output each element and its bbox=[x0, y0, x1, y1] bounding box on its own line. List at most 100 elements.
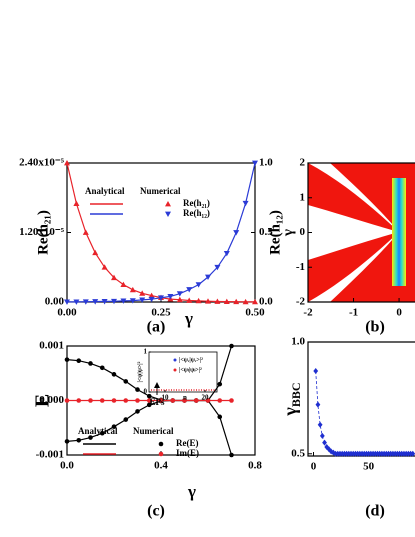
marker bbox=[111, 274, 117, 281]
marker bbox=[319, 432, 325, 439]
marker bbox=[205, 398, 211, 403]
marker bbox=[217, 381, 223, 387]
x-tick-label: 0 bbox=[396, 307, 402, 319]
marker bbox=[88, 398, 93, 403]
marker bbox=[146, 398, 152, 403]
series-line bbox=[315, 371, 413, 455]
marker bbox=[82, 229, 89, 235]
y-tick-label: 1.20x10⁻⁵ bbox=[19, 226, 65, 238]
inset-legend-marker bbox=[173, 358, 177, 362]
panel-label: (a) bbox=[147, 319, 166, 336]
y-axis-label: γBBC bbox=[280, 382, 303, 416]
marker bbox=[252, 160, 258, 166]
y-tick-label: -2 bbox=[296, 296, 306, 308]
marker bbox=[195, 297, 202, 304]
y-tick-label: -0.001 bbox=[36, 449, 64, 461]
x-tick-label: 0.00 bbox=[57, 307, 77, 319]
series-line bbox=[67, 162, 256, 303]
marker bbox=[146, 393, 152, 399]
inset-y-tick-label: 1 bbox=[144, 348, 148, 356]
x-tick-label: -1 bbox=[349, 307, 358, 319]
marker bbox=[205, 274, 211, 280]
marker bbox=[165, 201, 171, 207]
marker bbox=[135, 387, 140, 392]
marker bbox=[82, 299, 89, 305]
y-tick-label: 1.0 bbox=[291, 336, 305, 348]
marker bbox=[158, 451, 164, 457]
y-tick-label: 0.001 bbox=[39, 340, 64, 352]
marker bbox=[242, 298, 249, 305]
marker bbox=[223, 250, 230, 257]
y-axis-label: E bbox=[32, 394, 54, 407]
x-tick-label: 0.25 bbox=[151, 307, 171, 319]
marker bbox=[233, 298, 240, 305]
marker bbox=[76, 437, 82, 443]
marker bbox=[129, 286, 136, 293]
marker bbox=[158, 441, 164, 447]
y2-axis-label: Re(h₁₂) bbox=[267, 210, 283, 255]
marker bbox=[158, 398, 164, 403]
marker bbox=[123, 398, 129, 403]
y-tick-label: 0.00 bbox=[45, 296, 65, 308]
y-tick-label: 0 bbox=[300, 226, 306, 238]
marker bbox=[315, 401, 321, 408]
marker bbox=[135, 398, 140, 403]
legend-label: Re(E) bbox=[176, 438, 199, 448]
marker bbox=[205, 298, 211, 304]
marker bbox=[193, 398, 199, 403]
marker bbox=[135, 409, 140, 414]
marker bbox=[73, 200, 80, 206]
marker bbox=[92, 299, 99, 305]
y-tick-label: 2 bbox=[300, 157, 306, 169]
y-tick-label: 0.5 bbox=[291, 447, 305, 459]
marker bbox=[92, 249, 99, 256]
inset-frame bbox=[148, 351, 218, 393]
marker bbox=[76, 358, 82, 364]
legend-title: Numerical bbox=[133, 426, 174, 436]
marker bbox=[111, 298, 117, 305]
y-axis-label: Re(h₂₁) bbox=[35, 210, 51, 255]
marker bbox=[410, 450, 415, 457]
frame-a bbox=[66, 162, 256, 303]
y2-tick-label: 0.5 bbox=[259, 226, 273, 238]
marker bbox=[313, 368, 319, 375]
y-axis-label: γ bbox=[280, 229, 296, 237]
legend-title: Analytical bbox=[78, 426, 118, 436]
y-axis-subscript: BBC bbox=[289, 382, 303, 407]
y2-tick-label: 1.0 bbox=[259, 157, 273, 169]
marker bbox=[120, 281, 127, 288]
marker bbox=[170, 398, 176, 403]
y-tick-label: -1 bbox=[296, 261, 305, 273]
marker bbox=[186, 287, 193, 293]
marker bbox=[214, 264, 221, 271]
marker bbox=[165, 211, 171, 217]
arrow-head bbox=[154, 382, 160, 388]
y2-tick-label: 0.0 bbox=[259, 296, 273, 308]
panel-label: (d) bbox=[365, 503, 385, 520]
marker bbox=[120, 298, 127, 304]
series-line bbox=[66, 162, 256, 303]
marker bbox=[182, 398, 187, 403]
inset-y-label: |<ψ|ψ>|² bbox=[137, 361, 143, 382]
legend-title: Analytical bbox=[85, 186, 125, 196]
legend-label: Re(h₂₁) bbox=[183, 198, 210, 208]
marker bbox=[223, 298, 230, 304]
marker bbox=[76, 398, 82, 403]
marker bbox=[214, 298, 221, 304]
legend-title: Numerical bbox=[140, 186, 181, 196]
marker bbox=[322, 439, 327, 446]
marker bbox=[317, 421, 323, 428]
marker bbox=[139, 297, 146, 303]
x-tick-label: 0.0 bbox=[60, 460, 74, 472]
x-tick-label: 0 bbox=[311, 461, 317, 473]
marker bbox=[229, 398, 234, 403]
marker bbox=[139, 290, 146, 296]
marker bbox=[233, 230, 240, 236]
marker bbox=[167, 294, 174, 300]
marker bbox=[176, 296, 183, 303]
x-axis-label: γ bbox=[187, 482, 196, 501]
heatmap bbox=[308, 163, 415, 302]
marker bbox=[101, 264, 108, 270]
inset-legend-marker bbox=[173, 368, 177, 372]
